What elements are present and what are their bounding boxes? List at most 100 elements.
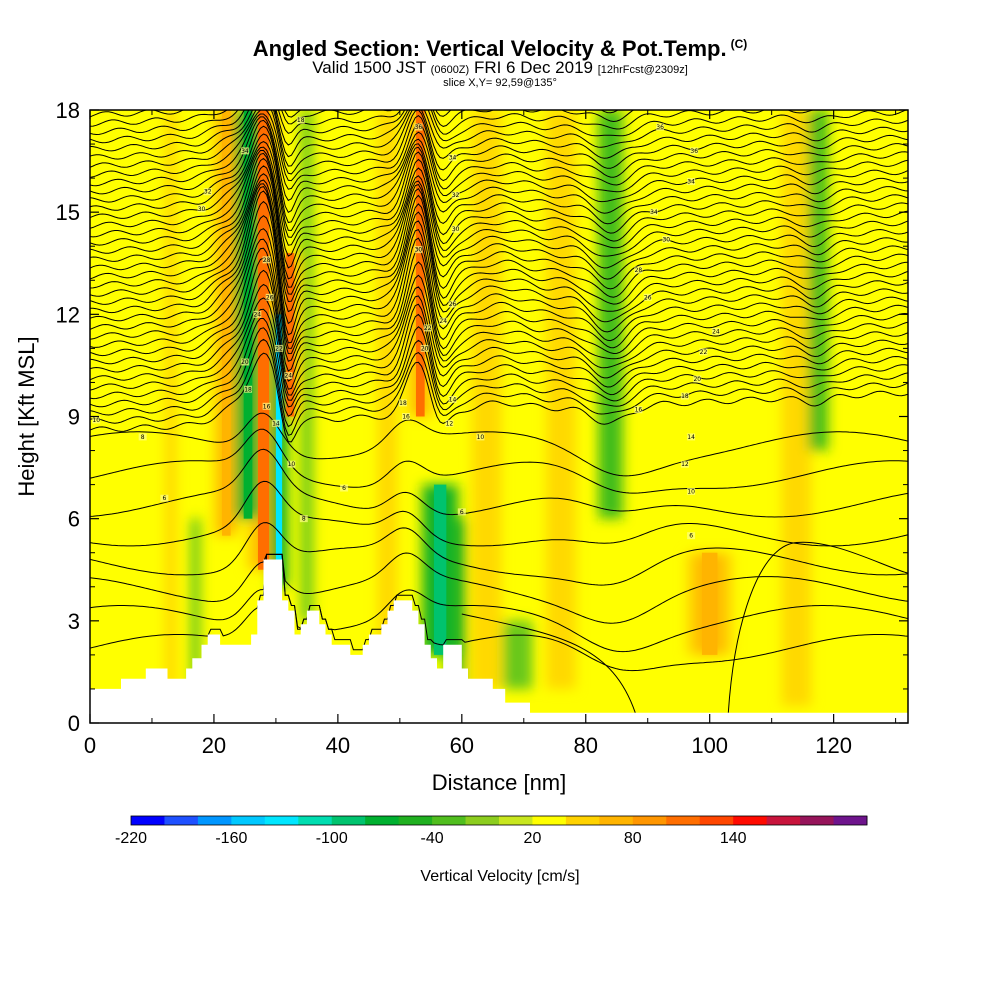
isentrope-label: 34 — [649, 208, 658, 216]
isentrope-label-bg — [687, 178, 696, 186]
isentrope-label: 12 — [680, 460, 689, 468]
isentrope-label: 36 — [414, 123, 423, 131]
isentrope-label: 14 — [448, 395, 457, 403]
isentrope-label: 18 — [296, 116, 305, 124]
isentrope-label-bg — [275, 344, 284, 352]
isentrope-label: 10 — [287, 460, 296, 468]
colorbar-label: Vertical Velocity [cm/s] — [420, 868, 579, 885]
updraft-band — [781, 110, 812, 706]
colorbar-swatch — [365, 816, 400, 825]
isentrope-label-text: 10 — [92, 417, 100, 424]
isentrope-label-bg — [414, 246, 423, 254]
isentrope-label: 18 — [244, 385, 253, 393]
subtitle-valid: Valid 1500 JST — [312, 58, 426, 77]
isentrope-line-low — [90, 428, 908, 494]
isentrope-label-text: 6 — [342, 485, 346, 492]
isentrope-label-text: 20 — [241, 359, 249, 366]
isentrope-label-bg — [287, 460, 296, 468]
isentrope-line — [90, 352, 908, 443]
isentrope-line — [289, 110, 292, 111]
isentrope-label: 20 — [693, 375, 702, 383]
isentrope-line — [90, 110, 635, 136]
isentrope-label: 24 — [253, 310, 262, 318]
isentrope-label: 10 — [92, 416, 101, 424]
isentrope-label-text: 24 — [439, 318, 447, 325]
isentrope-line-low — [90, 552, 908, 624]
isentrope-label: 6 — [687, 532, 696, 540]
isentrope-label-text: 14 — [449, 396, 457, 403]
isentrope-label-text: 10 — [477, 434, 485, 441]
colorbar-swatch — [599, 816, 634, 825]
colorbar-tick-label: -40 — [421, 830, 444, 847]
isentrope-label: 30 — [662, 235, 671, 243]
isentrope-label-text: 34 — [449, 155, 457, 162]
isentrope-label-bg — [699, 348, 708, 356]
isentrope-line — [90, 110, 908, 182]
isentrope-label-bg — [634, 406, 643, 414]
isentrope-label-text: 34 — [687, 179, 695, 186]
chart-title: Angled Section: Vertical Velocity & Pot.… — [0, 36, 1000, 62]
isentrope-label: 28 — [634, 266, 643, 274]
colorbar-swatch — [733, 816, 768, 825]
isentrope-label-text: 18 — [681, 393, 689, 400]
isentrope-label-bg — [265, 293, 274, 301]
y-tick-label: 15 — [56, 200, 80, 225]
isentrope-line-low — [90, 522, 908, 586]
colorbar-swatch — [197, 816, 232, 825]
colorbar-tick-label: 140 — [720, 830, 747, 847]
isentrope-label-bg — [423, 324, 432, 332]
isentrope-label-bg — [445, 419, 454, 427]
isentrope-label-text: 24 — [253, 311, 261, 318]
isentrope-label-text: 26 — [266, 294, 274, 301]
isentrope-line — [90, 110, 842, 146]
isentrope-line — [90, 146, 908, 246]
isentrope-line — [90, 110, 908, 167]
title-mark: (C) — [730, 37, 748, 51]
isentrope-label: 24 — [284, 372, 293, 380]
isentrope-label: 36 — [690, 147, 699, 155]
isentrope-label-text: 30 — [198, 206, 206, 213]
isentrope-label-bg — [284, 372, 293, 380]
isentrope-label-bg — [296, 116, 305, 124]
y-tick-label: 3 — [68, 609, 80, 634]
isentrope-label: 22 — [423, 324, 432, 332]
isentrope-label: 24 — [711, 327, 720, 335]
isentrope-label: 10 — [476, 433, 485, 441]
isentrope-label-bg — [476, 433, 485, 441]
isentrope-label-bg — [634, 266, 643, 274]
y-tick-label: 9 — [68, 405, 80, 430]
isentrope-label-text: 26 — [449, 301, 457, 308]
updraft-band — [471, 110, 502, 689]
isentrope-label: 12 — [445, 419, 454, 427]
colorbar-swatch — [231, 816, 266, 825]
isentrope-label-bg — [240, 147, 249, 155]
isentrope-label-bg — [711, 327, 720, 335]
isentrope-label: 20 — [240, 358, 249, 366]
isentrope-label-bg — [451, 225, 460, 233]
isentrope-label: 6 — [160, 494, 169, 502]
isentrope-label-bg — [680, 460, 689, 468]
isentrope-line-low — [90, 480, 908, 547]
isentrope-label-bg — [340, 484, 349, 492]
terrain — [90, 559, 908, 723]
isentrope-label-bg — [680, 392, 689, 400]
isentrope-line — [90, 113, 908, 190]
isentrope-label-bg — [262, 256, 271, 264]
isentrope-label-text: 12 — [446, 420, 454, 427]
isentrope-label-text: 18 — [399, 400, 407, 407]
isentrope-label-text: 30 — [452, 226, 460, 233]
isentrope-label: 26 — [448, 300, 457, 308]
isentrope-label-bg — [138, 433, 147, 441]
isentrope-label: 36 — [656, 123, 665, 131]
slice-label: slice X,Y= 92,59@135° — [443, 77, 557, 89]
colorbar-swatch — [131, 816, 165, 825]
isentrope-label: 14 — [687, 433, 696, 441]
x-axis-label: Distance [nm] — [432, 770, 567, 795]
isentrope-label-text: 12 — [681, 461, 689, 468]
isentrope-label-text: 6 — [460, 509, 464, 516]
isentrope-line — [90, 179, 908, 303]
isentrope-label-text: 30 — [415, 247, 423, 254]
downdraft-core — [433, 484, 447, 655]
downdraft-band — [598, 110, 623, 519]
isentrope-line — [90, 149, 908, 257]
